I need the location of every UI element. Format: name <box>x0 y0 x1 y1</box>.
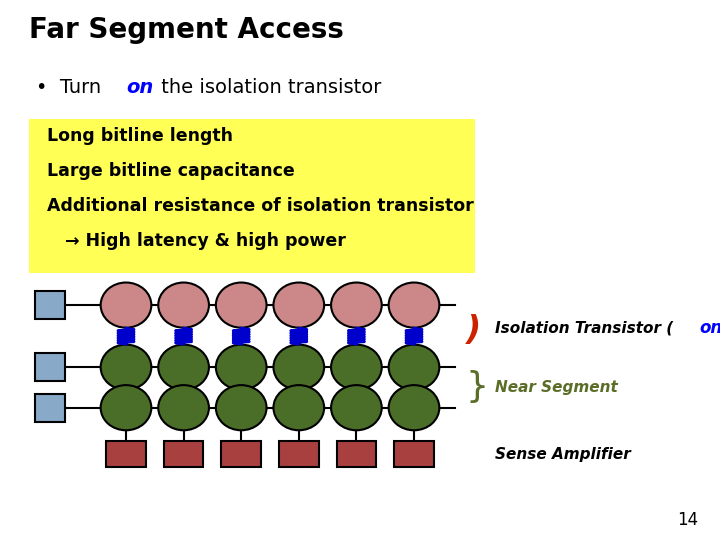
Text: Additional resistance of isolation transistor: Additional resistance of isolation trans… <box>47 197 474 215</box>
FancyBboxPatch shape <box>35 291 65 319</box>
Text: Near Segment: Near Segment <box>495 380 617 395</box>
Ellipse shape <box>158 282 209 328</box>
FancyBboxPatch shape <box>336 441 376 467</box>
Text: }: } <box>466 370 489 404</box>
FancyBboxPatch shape <box>35 353 65 381</box>
Text: on: on <box>700 319 720 337</box>
FancyBboxPatch shape <box>107 441 145 467</box>
Ellipse shape <box>274 282 324 328</box>
Text: •  Turn: • Turn <box>36 78 107 97</box>
Text: Sense Amplifier: Sense Amplifier <box>495 447 631 462</box>
FancyBboxPatch shape <box>279 441 318 467</box>
FancyBboxPatch shape <box>164 441 204 467</box>
Ellipse shape <box>389 282 439 328</box>
Text: Isolation Transistor (: Isolation Transistor ( <box>495 321 673 335</box>
Ellipse shape <box>101 345 151 390</box>
FancyBboxPatch shape <box>35 394 65 422</box>
Text: on: on <box>126 78 153 97</box>
Ellipse shape <box>331 345 382 390</box>
Ellipse shape <box>158 385 209 430</box>
Text: 14: 14 <box>678 511 698 529</box>
Ellipse shape <box>389 385 439 430</box>
Ellipse shape <box>101 385 151 430</box>
Ellipse shape <box>331 282 382 328</box>
FancyBboxPatch shape <box>222 441 261 467</box>
Text: Far Segment Access: Far Segment Access <box>29 16 343 44</box>
FancyBboxPatch shape <box>29 119 475 273</box>
Text: → High latency & high power: → High latency & high power <box>65 232 346 250</box>
Ellipse shape <box>331 385 382 430</box>
Text: the isolation transistor: the isolation transistor <box>155 78 381 97</box>
Ellipse shape <box>274 345 324 390</box>
Ellipse shape <box>216 385 266 430</box>
Ellipse shape <box>216 345 266 390</box>
FancyBboxPatch shape <box>395 441 433 467</box>
Text: Large bitline capacitance: Large bitline capacitance <box>47 162 294 180</box>
Ellipse shape <box>389 345 439 390</box>
Ellipse shape <box>216 282 266 328</box>
Ellipse shape <box>158 345 209 390</box>
Ellipse shape <box>274 385 324 430</box>
Ellipse shape <box>101 282 151 328</box>
Text: Long bitline length: Long bitline length <box>47 127 233 145</box>
Text: ): ) <box>466 314 481 347</box>
